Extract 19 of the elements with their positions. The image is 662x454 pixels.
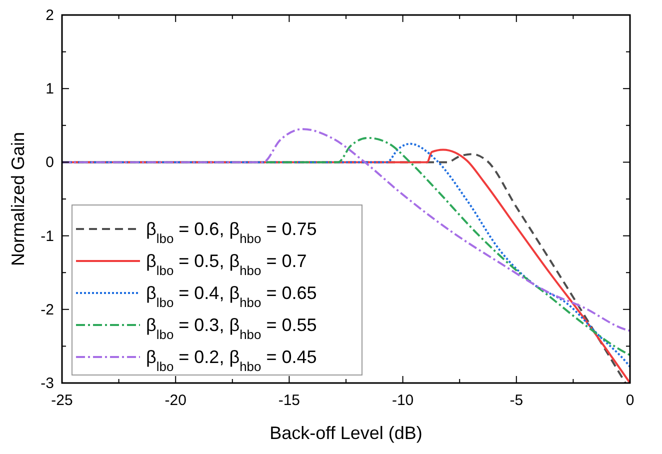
x-tick-label: 0	[626, 392, 634, 409]
x-tick-label: -25	[51, 392, 73, 409]
legend-label: β$_{lbo}$ = 0.4, β$_{hbo}$ = 0.65	[146, 283, 317, 310]
x-tick-label: -5	[510, 392, 524, 409]
x-tick-label: -15	[278, 392, 300, 409]
x-axis-title: Back-off Level (dB)	[270, 423, 422, 443]
y-tick-label: -1	[40, 228, 54, 245]
legend-label: β$_{lbo}$ = 0.6, β$_{hbo}$ = 0.75	[146, 219, 317, 246]
x-tick-label: -10	[392, 392, 414, 409]
y-tick-label: 1	[46, 80, 54, 98]
x-tick-label: -20	[164, 392, 186, 409]
y-axis-title: Normalized Gain	[8, 132, 28, 266]
legend-label: β$_{lbo}$ = 0.5, β$_{hbo}$ = 0.7	[146, 251, 307, 278]
y-tick-label: -2	[40, 301, 54, 318]
y-tick-label: 0	[46, 154, 54, 172]
legend-label: β$_{lbo}$ = 0.2, β$_{hbo}$ = 0.45	[146, 347, 317, 374]
y-tick-label: -3	[40, 375, 54, 392]
y-tick-label: 2	[46, 7, 54, 24]
legend-label: β$_{lbo}$ = 0.3, β$_{hbo}$ = 0.55	[146, 315, 317, 342]
